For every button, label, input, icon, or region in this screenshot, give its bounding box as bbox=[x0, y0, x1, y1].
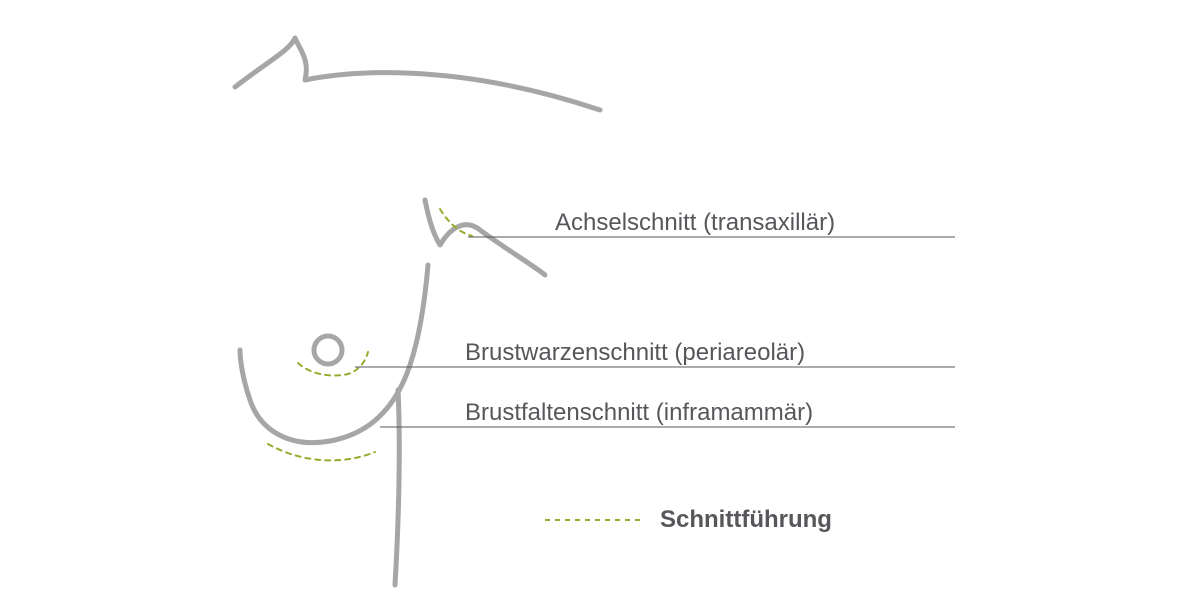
legend-label: Schnittführung bbox=[660, 506, 832, 533]
label-text-2: Brustfaltenschnitt (inframammär) bbox=[465, 399, 813, 426]
label-text-0: Achselschnitt (transaxillär) bbox=[555, 209, 835, 236]
label-text-1: Brustwarzenschnitt (periareolär) bbox=[465, 339, 805, 366]
diagram-background bbox=[0, 0, 1200, 600]
